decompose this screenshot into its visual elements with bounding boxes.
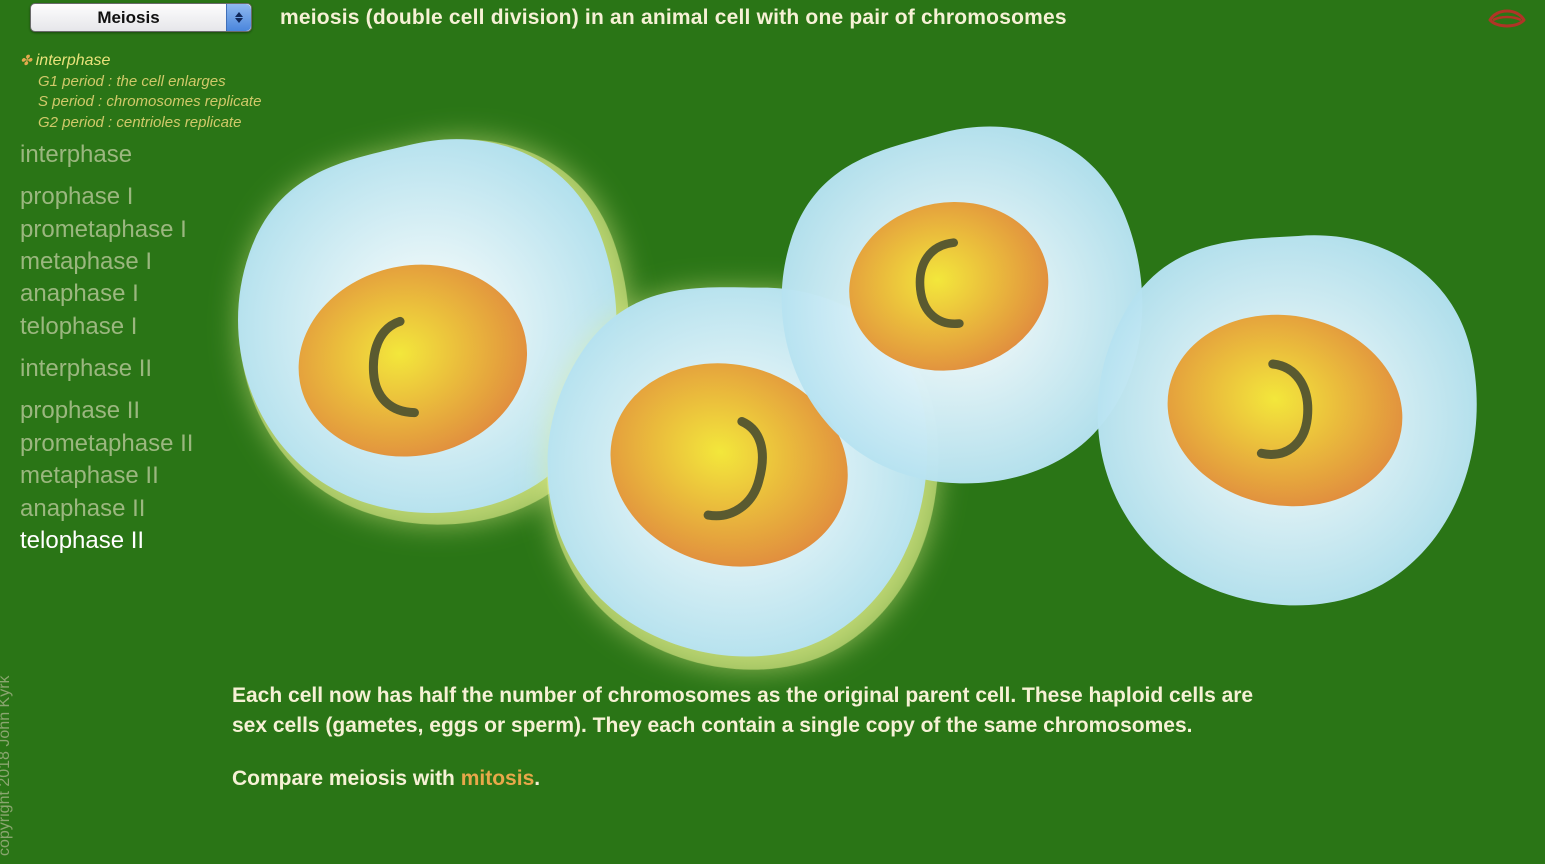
page-title: meiosis (double cell division) in an ani…: [280, 6, 1067, 30]
lips-logo-icon[interactable]: [1487, 6, 1527, 34]
mitosis-link[interactable]: mitosis: [461, 767, 535, 790]
dropdown-arrows-icon: [226, 4, 251, 31]
cell-diagram: [200, 70, 1500, 670]
description-para-2: Compare meiosis with mitosis.: [232, 764, 1282, 794]
interphase-header-label: interphase: [36, 52, 111, 70]
description-block: Each cell now has half the number of chr…: [232, 681, 1282, 794]
desc-prefix: Compare meiosis with: [232, 767, 461, 790]
cell: [1070, 200, 1490, 620]
copyright-text: copyright 2018 John Kyrk: [0, 675, 14, 856]
interphase-header[interactable]: ✤ interphase: [20, 52, 280, 70]
bullet-icon: ✤: [20, 52, 32, 69]
topic-dropdown-label: Meiosis: [31, 8, 226, 28]
topic-dropdown[interactable]: Meiosis: [30, 3, 252, 32]
desc-suffix: .: [534, 767, 540, 790]
description-para-1: Each cell now has half the number of chr…: [232, 681, 1282, 742]
